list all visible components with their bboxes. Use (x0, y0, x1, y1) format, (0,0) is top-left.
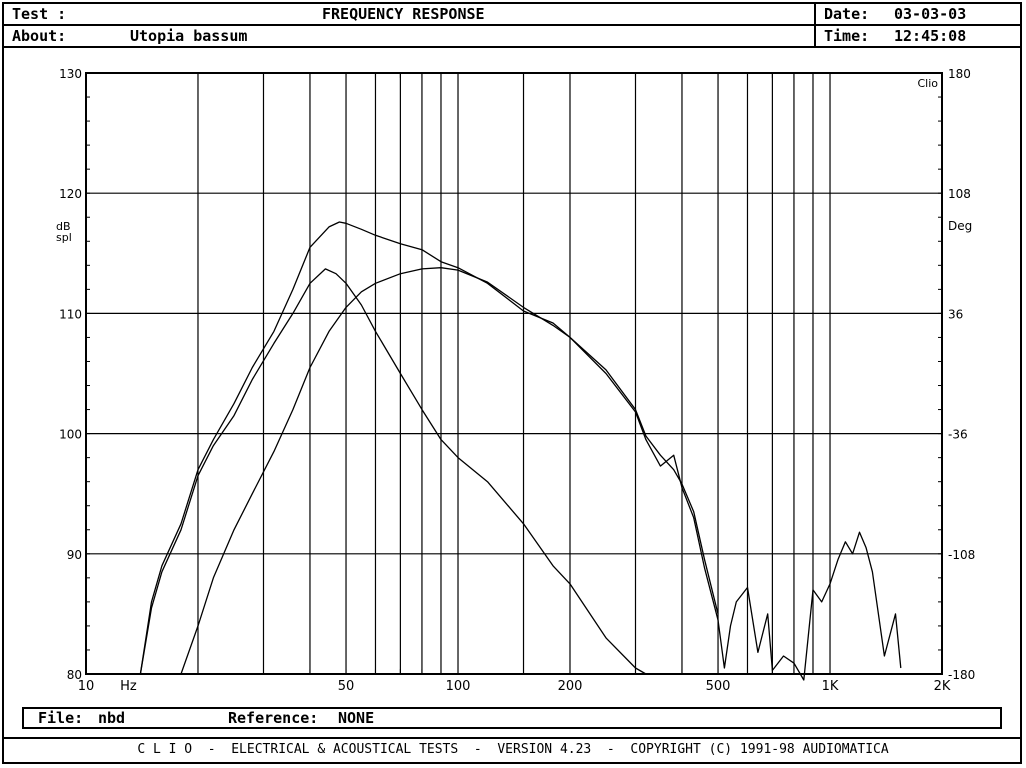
footer-copyright: C L I O - ELECTRICAL & ACOUSTICAL TESTS … (4, 737, 1022, 761)
x-tick-label: 200 (558, 679, 583, 694)
date-value: 03-03-03 (894, 5, 967, 23)
y2-axis-label: Deg (948, 219, 972, 233)
plot-border (85, 72, 943, 675)
file-label: File: (38, 709, 84, 727)
y-axis-label-line1: dB (56, 220, 71, 233)
file-value: nbd (98, 709, 126, 727)
brand-label: Clio (917, 77, 938, 90)
time-label: Time: (824, 27, 870, 45)
frequency-response-chart: 80 90 100 110 120 130 -180 -108 -36 36 108 180 10 50 1… (4, 50, 1022, 704)
x-tick-label: 50 (338, 679, 355, 694)
file-bar: File: nbd Reference: NONE (22, 707, 1002, 729)
y2-tick-label: -108 (948, 548, 975, 562)
y2-tick-label: -36 (948, 428, 968, 442)
y2-tick-label: 36 (948, 307, 963, 321)
y-tick-label: 130 (59, 67, 82, 81)
header-divider (814, 26, 816, 46)
series-line-3 (180, 267, 719, 675)
reference-label: Reference: (228, 709, 319, 727)
page-title: FREQUENCY RESPONSE (322, 5, 485, 23)
x-tick-label: 100 (446, 679, 471, 694)
x-axis-label: Hz (120, 679, 137, 694)
x-tick-label: 500 (706, 679, 731, 694)
reference-value: NONE (338, 709, 375, 727)
y-tick-label: 90 (67, 548, 82, 562)
y-tick-label: 110 (59, 307, 82, 321)
time-value: 12:45:08 (894, 27, 967, 45)
y2-tick-label: 108 (948, 187, 971, 201)
header-row-about: About: Utopia bassum Time: 12:45:08 (4, 26, 1022, 48)
grid (85, 72, 943, 675)
header-divider (814, 4, 816, 24)
y-tick-label: 100 (59, 428, 82, 442)
test-label: Test : (12, 5, 67, 23)
about-value: Utopia bassum (130, 27, 248, 45)
y-tick-label: 80 (67, 668, 82, 682)
series-line-1 (139, 221, 902, 681)
x-tick-label: 1K (822, 679, 839, 694)
series-group (139, 221, 902, 681)
y-tick-label: 120 (59, 187, 82, 201)
header-row-test: Test : FREQUENCY RESPONSE Date: 03-03-03 (4, 4, 1022, 26)
axis-labels: 80 90 100 110 120 130 -180 -108 -36 36 108 180 10 50 1… (56, 67, 975, 694)
series-line-2 (139, 268, 794, 675)
chart-svg: 80 90 100 110 120 130 -180 -108 -36 36 108 180 10 50 1… (56, 67, 975, 694)
x-tick-label: 10 (78, 679, 95, 694)
about-label: About: (12, 27, 67, 45)
x-tick-label: 2K (934, 679, 951, 694)
date-label: Date: (824, 5, 870, 23)
y2-tick-label: 180 (948, 67, 971, 81)
y2-tick-label: -180 (948, 668, 975, 682)
y-axis-label-line2: spl (56, 231, 72, 244)
